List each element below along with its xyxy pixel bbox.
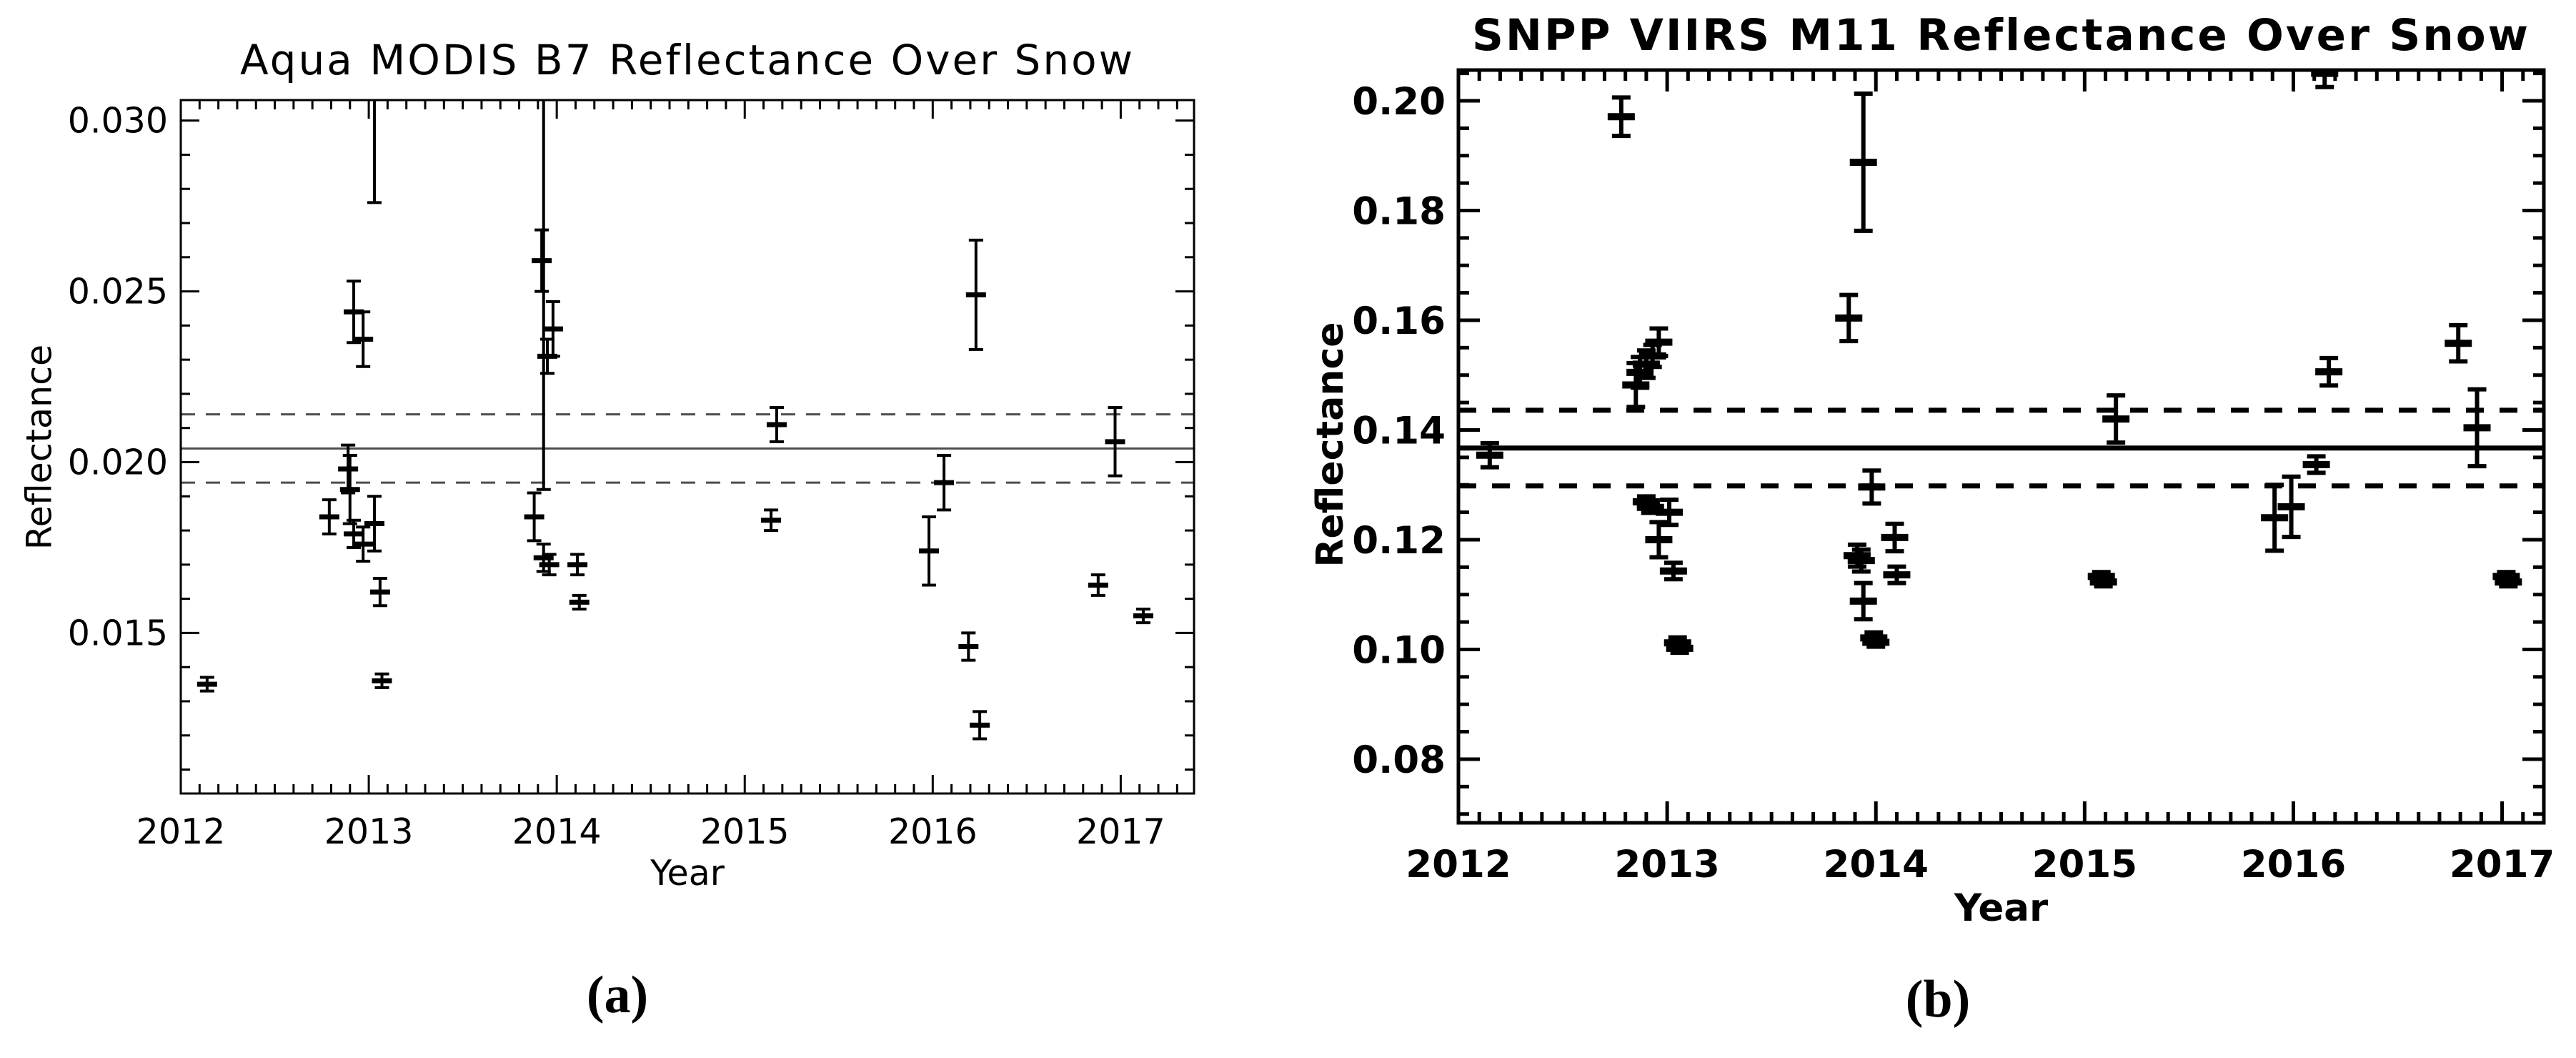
data-point (2495, 575, 2522, 589)
data-point (1847, 547, 1875, 574)
x-tick-label: 2016 (2241, 843, 2347, 886)
x-tick-label: 2013 (324, 811, 414, 852)
x-tick-label: 2012 (1406, 843, 1511, 886)
x-tick-label: 2015 (2032, 843, 2138, 886)
data-point (1659, 560, 1687, 582)
chart-a-title: Aqua MODIS B7 Reflectance Over Snow (239, 36, 1135, 84)
data-point (970, 710, 990, 741)
chart-a-y-axis-label: Reflectance (19, 344, 60, 550)
data-point (532, 228, 552, 293)
data-point (934, 453, 955, 512)
data-point (1656, 497, 1684, 528)
data-point (2445, 322, 2472, 364)
data-point (539, 553, 560, 577)
data-point (1883, 564, 1911, 585)
data-point (542, 300, 563, 358)
chart-b-x-axis-label: Year (1954, 886, 2049, 930)
chart-b-title: SNPP VIIRS M11 Reflectance Over Snow (1472, 10, 2530, 61)
data-point (367, 100, 382, 204)
chart-a-plot-area: 2012 2013 2014 2015 2016 2017 0.015 0.020 0.025 0… (68, 99, 1195, 852)
y-tick-label: 0.015 (68, 613, 168, 653)
data-point (353, 525, 374, 563)
data-point (919, 515, 940, 587)
data-point (364, 495, 384, 553)
y-tick-label: 0.20 (1352, 80, 1446, 124)
data-point (344, 280, 364, 345)
chart-a-x-axis-label: Year (650, 853, 725, 894)
data-point (1607, 95, 1635, 139)
data-point (1858, 468, 1886, 506)
data-point (197, 676, 217, 693)
x-tick-label: 2014 (1823, 843, 1929, 886)
panel-a-tag: (a) (586, 966, 649, 1024)
data-point (1645, 520, 1673, 560)
data-point (536, 100, 551, 491)
data-point (958, 631, 979, 662)
data-points-layer (197, 100, 1153, 741)
data-point (567, 553, 588, 577)
data-point (2102, 393, 2130, 445)
data-point (1666, 641, 1694, 656)
data-point (372, 672, 392, 689)
panel-b-tag: (b) (1905, 970, 1971, 1029)
y-tick-label: 0.16 (1352, 300, 1446, 343)
x-tick-label: 2012 (136, 811, 226, 852)
data-point (1476, 440, 1503, 470)
data-points-layer (1476, 70, 2522, 656)
data-point (2089, 575, 2117, 589)
x-tick-label: 2017 (1076, 811, 1165, 852)
data-point (339, 453, 360, 525)
data-point (369, 576, 390, 608)
data-point (1105, 406, 1125, 478)
data-point (761, 508, 782, 533)
data-point (2277, 474, 2305, 540)
x-tick-label: 2015 (700, 811, 790, 852)
data-point (338, 443, 359, 495)
x-tick-label: 2017 (2450, 843, 2555, 886)
y-tick-label: 0.025 (68, 272, 168, 312)
data-point (2261, 483, 2289, 553)
y-tick-label: 0.030 (68, 101, 168, 142)
data-point (766, 406, 787, 443)
data-point (1849, 580, 1877, 622)
data-point (1088, 573, 1108, 597)
x-tick-label: 2016 (888, 811, 978, 852)
data-point (1645, 326, 1673, 358)
data-point (353, 310, 374, 368)
data-point (2302, 454, 2330, 475)
x-tick-label: 2013 (1614, 843, 1720, 886)
y-tick-label: 0.08 (1352, 738, 1446, 782)
data-point (2315, 355, 2343, 388)
data-point (965, 238, 986, 351)
data-point (1849, 92, 1877, 233)
y-tick-label: 0.020 (68, 443, 168, 483)
y-tick-label: 0.12 (1352, 519, 1446, 563)
data-point (1835, 292, 1863, 344)
data-point (524, 491, 544, 543)
x-tick-label: 2014 (512, 811, 602, 852)
data-point (1862, 636, 1890, 649)
data-point (1133, 607, 1153, 625)
y-tick-label: 0.18 (1352, 189, 1446, 233)
y-tick-label: 0.14 (1352, 409, 1446, 453)
chart-b-plot-area: 2012 2013 2014 2015 2016 2017 0.08 0.10 0.12 0.14… (1352, 68, 2555, 886)
y-tick-label: 0.10 (1352, 628, 1446, 672)
data-point (569, 593, 590, 610)
data-point (2463, 387, 2491, 469)
data-point (319, 498, 339, 535)
chart-b-y-axis-label: Reflectance (1309, 322, 1352, 568)
axis-frame (179, 99, 1195, 795)
data-point (344, 518, 364, 549)
data-point (1881, 521, 1909, 554)
